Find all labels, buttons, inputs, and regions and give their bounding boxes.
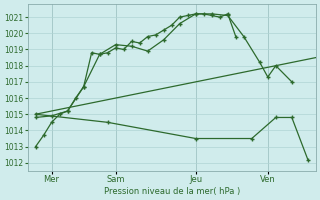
X-axis label: Pression niveau de la mer( hPa ): Pression niveau de la mer( hPa )	[104, 187, 240, 196]
